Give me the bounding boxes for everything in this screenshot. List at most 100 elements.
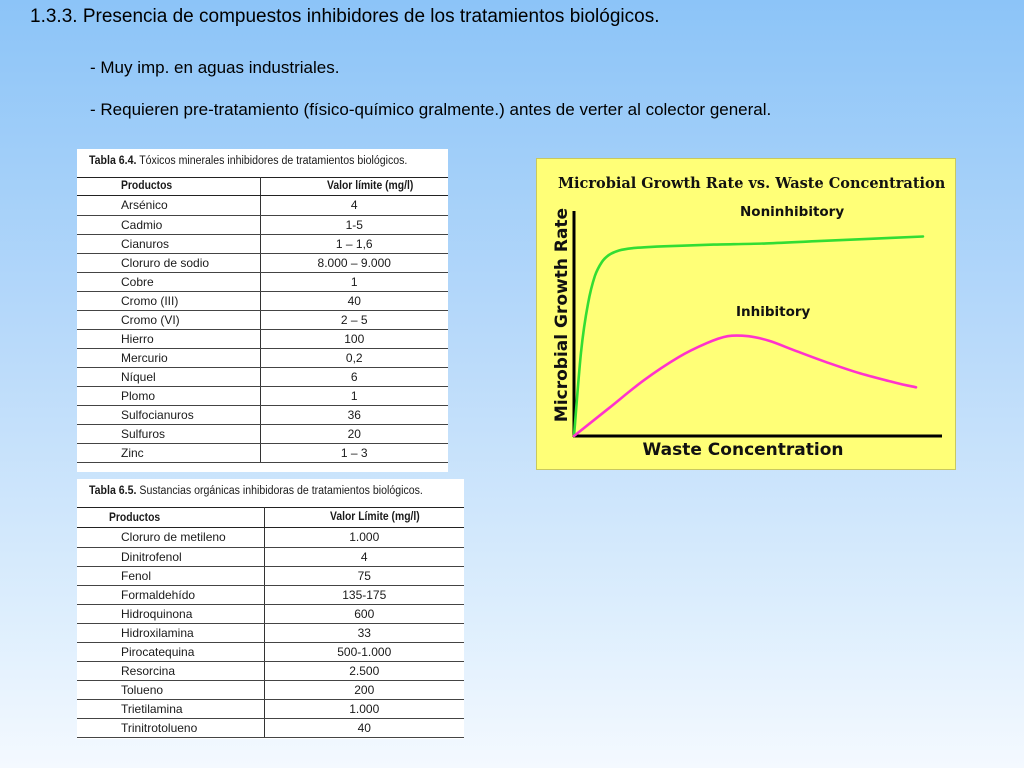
limit-value: 40 bbox=[259, 291, 448, 311]
product-name: Tolueno bbox=[77, 680, 264, 700]
table-row: Hierro 100 bbox=[77, 329, 448, 349]
limit-value: 2.500 bbox=[263, 661, 464, 681]
table-row: Cromo (VI) 2 – 5 bbox=[77, 310, 448, 330]
table-row: Hidroquinona 600 bbox=[77, 604, 464, 624]
limit-value: 200 bbox=[263, 680, 464, 700]
product-name: Trietilamina bbox=[77, 699, 264, 719]
growth-rate-chart: Microbial Growth Rate vs. Waste Concentr… bbox=[536, 158, 956, 470]
table-caption: Tabla 6.4. Tóxicos minerales inhibidores… bbox=[89, 155, 407, 167]
chart-title: Microbial Growth Rate vs. Waste Concentr… bbox=[558, 175, 946, 192]
table-row: Plomo 1 bbox=[77, 386, 448, 406]
table-row: Trinitrotolueno 40 bbox=[77, 718, 464, 738]
table-number: Tabla 6.5. bbox=[89, 485, 137, 497]
table-row: Sulfuros 20 bbox=[77, 424, 448, 444]
limit-value: 40 bbox=[263, 718, 464, 738]
bullet-industrial-waters: - Muy imp. en aguas industriales. bbox=[90, 58, 340, 77]
limit-value: 75 bbox=[263, 566, 464, 586]
limit-value: 4 bbox=[263, 547, 464, 567]
product-name: Arsénico bbox=[77, 196, 260, 216]
table-row: Cadmio 1-5 bbox=[77, 215, 448, 235]
table-row: Mercurio 0,2 bbox=[77, 348, 448, 368]
slide-title: 1.3.3. Presencia de compuestos inhibidor… bbox=[30, 6, 660, 27]
table-row: Cromo (III) 40 bbox=[77, 291, 448, 311]
table-title: Tóxicos minerales inhibidores de tratami… bbox=[139, 155, 408, 167]
table-organic-inhibitors: Tabla 6.5. Sustancias orgánicas inhibido… bbox=[77, 479, 464, 739]
limit-value: 1.000 bbox=[263, 528, 464, 548]
table-row: Zinc 1 – 3 bbox=[77, 443, 448, 463]
table-mineral-toxics: Tabla 6.4. Tóxicos minerales inhibidores… bbox=[77, 149, 448, 472]
table-row: Cianuros 1 – 1,6 bbox=[77, 234, 448, 254]
table-row: Dinitrofenol 4 bbox=[77, 547, 464, 567]
series-line-noninhibitory bbox=[572, 235, 925, 438]
series-label-inhibitory: Inhibitory bbox=[736, 304, 811, 320]
table-title: Sustancias orgánicas inhibidoras de trat… bbox=[139, 485, 423, 497]
table-row: Cloruro de sodio 8.000 – 9.000 bbox=[77, 253, 448, 273]
table-row: Trietilamina 1.000 bbox=[77, 699, 464, 719]
product-name: Níquel bbox=[77, 367, 260, 387]
table-row: Sulfocianuros 36 bbox=[77, 405, 448, 425]
product-name: Dinitrofenol bbox=[77, 547, 264, 567]
column-header-products: Productos bbox=[121, 180, 173, 192]
limit-value: 4 bbox=[259, 196, 448, 216]
limit-value: 600 bbox=[263, 604, 464, 624]
product-name: Hidroquinona bbox=[77, 604, 264, 624]
series-layer: Noninhibitory Inhibitory bbox=[572, 204, 925, 438]
product-name: Cromo (III) bbox=[77, 291, 260, 311]
limit-value: 1.000 bbox=[263, 699, 464, 719]
table-top-rule bbox=[77, 507, 464, 508]
product-name: Sulfocianuros bbox=[77, 405, 260, 425]
column-header-products: Productos bbox=[109, 512, 161, 524]
column-separator bbox=[264, 507, 265, 527]
limit-value: 100 bbox=[259, 329, 448, 349]
limit-value: 500-1.000 bbox=[263, 642, 464, 662]
column-header-limit: Valor Límite (mg/l) bbox=[330, 511, 420, 523]
table-body: Cloruro de metileno 1.000 Dinitrofenol 4 Fen… bbox=[77, 528, 464, 738]
table-row: Fenol 75 bbox=[77, 566, 464, 586]
product-name: Zinc bbox=[77, 443, 260, 463]
product-name: Resorcina bbox=[77, 661, 264, 681]
limit-value: 6 bbox=[259, 367, 448, 387]
limit-value: 1 bbox=[259, 386, 448, 406]
product-name: Cloruro de sodio bbox=[77, 253, 260, 273]
table-number: Tabla 6.4. bbox=[89, 155, 137, 167]
table-row: Formaldehído 135-175 bbox=[77, 585, 464, 605]
product-name: Sulfuros bbox=[77, 424, 260, 444]
limit-value: 36 bbox=[259, 405, 448, 425]
column-separator bbox=[260, 177, 261, 195]
limit-value: 0,2 bbox=[259, 348, 448, 368]
product-name: Fenol bbox=[77, 566, 264, 586]
table-caption: Tabla 6.5. Sustancias orgánicas inhibido… bbox=[89, 485, 423, 497]
table-row: Cloruro de metileno 1.000 bbox=[77, 528, 464, 548]
table-row: Cobre 1 bbox=[77, 272, 448, 292]
product-name: Hierro bbox=[77, 329, 260, 349]
product-name: Cloruro de metileno bbox=[77, 528, 264, 548]
table-row: Resorcina 2.500 bbox=[77, 661, 464, 681]
limit-value: 33 bbox=[263, 623, 464, 643]
table-header-rule bbox=[77, 527, 464, 528]
product-name: Cromo (VI) bbox=[77, 310, 260, 330]
table-header-rule bbox=[77, 195, 448, 196]
table-row: Pirocatequina 500-1.000 bbox=[77, 642, 464, 662]
limit-value: 2 – 5 bbox=[259, 310, 448, 330]
limit-value: 1-5 bbox=[259, 215, 448, 235]
product-name: Hidroxilamina bbox=[77, 623, 264, 643]
bullet-pretreatment: - Requieren pre-tratamiento (físico-quím… bbox=[90, 100, 772, 119]
table-body: Arsénico 4 Cadmio 1-5 Cianuros 1 – 1,6 Cloruro… bbox=[77, 196, 448, 463]
table-row: Níquel 6 bbox=[77, 367, 448, 387]
limit-value: 1 – 3 bbox=[259, 443, 448, 463]
table-row: Hidroxilamina 33 bbox=[77, 623, 464, 643]
table-row: Tolueno 200 bbox=[77, 680, 464, 700]
limit-value: 1 bbox=[259, 272, 448, 292]
product-name: Cianuros bbox=[77, 234, 260, 254]
product-name: Trinitrotolueno bbox=[77, 718, 264, 738]
y-axis-label: Microbial Growth Rate bbox=[552, 208, 572, 422]
product-name: Cadmio bbox=[77, 215, 260, 235]
series-line-inhibitory bbox=[572, 334, 918, 438]
limit-value: 8.000 – 9.000 bbox=[259, 253, 448, 273]
table-top-rule bbox=[77, 177, 448, 178]
chart-canvas: Microbial Growth Rate vs. Waste Concentr… bbox=[552, 175, 946, 460]
product-name: Formaldehído bbox=[77, 585, 264, 605]
limit-value: 135-175 bbox=[263, 585, 464, 605]
x-axis-label: Waste Concentration bbox=[643, 440, 844, 460]
product-name: Mercurio bbox=[77, 348, 260, 368]
